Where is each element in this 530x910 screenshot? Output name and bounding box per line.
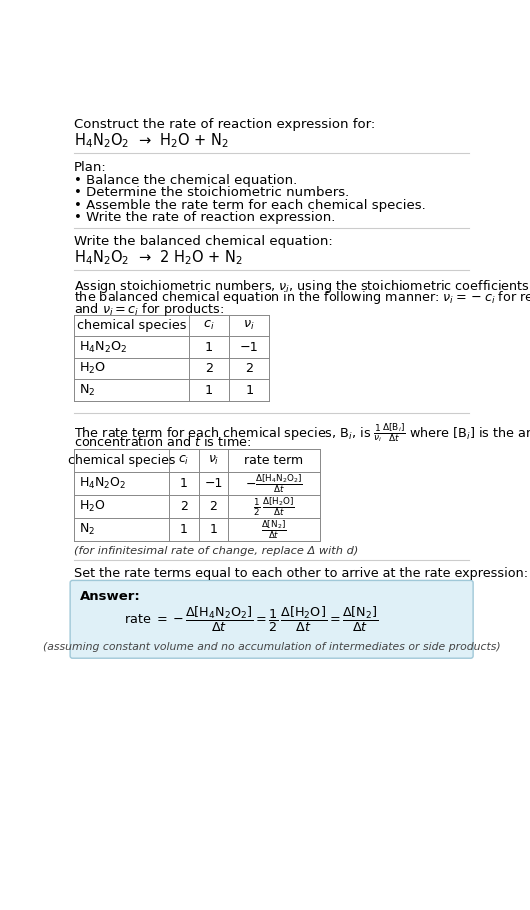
Text: 2: 2 — [180, 500, 188, 513]
Text: rate $= -\dfrac{\Delta[\mathrm{H_4N_2O_2}]}{\Delta t} = \dfrac{1}{2}\,\dfrac{\De: rate $= -\dfrac{\Delta[\mathrm{H_4N_2O_2… — [125, 605, 379, 634]
Text: $c_i$: $c_i$ — [179, 454, 190, 467]
Text: 1: 1 — [180, 523, 188, 536]
Text: $\frac{1}{2}\,\frac{\Delta[\mathrm{H_2O}]}{\Delta t}$: $\frac{1}{2}\,\frac{\Delta[\mathrm{H_2O}… — [253, 495, 295, 518]
Text: Assign stoichiometric numbers, $\nu_i$, using the stoichiometric coefficients, $: Assign stoichiometric numbers, $\nu_i$, … — [74, 278, 530, 295]
FancyBboxPatch shape — [70, 581, 473, 658]
Text: 1: 1 — [209, 523, 217, 536]
Text: 1: 1 — [180, 477, 188, 490]
Text: 2: 2 — [209, 500, 217, 513]
Text: $\frac{\Delta[\mathrm{N_2}]}{\Delta t}$: $\frac{\Delta[\mathrm{N_2}]}{\Delta t}$ — [261, 519, 287, 541]
Text: H$_4$N$_2$O$_2$  →  2 H$_2$O + N$_2$: H$_4$N$_2$O$_2$ → 2 H$_2$O + N$_2$ — [74, 248, 243, 268]
Text: 1: 1 — [205, 340, 213, 354]
Text: N$_2$: N$_2$ — [80, 522, 95, 537]
Text: • Determine the stoichiometric numbers.: • Determine the stoichiometric numbers. — [74, 187, 349, 199]
Text: $\nu_i$: $\nu_i$ — [243, 319, 255, 332]
Text: (for infinitesimal rate of change, replace Δ with d): (for infinitesimal rate of change, repla… — [74, 546, 358, 556]
Text: • Assemble the rate term for each chemical species.: • Assemble the rate term for each chemic… — [74, 198, 426, 211]
Text: −1: −1 — [204, 477, 223, 490]
Text: Write the balanced chemical equation:: Write the balanced chemical equation: — [74, 236, 333, 248]
Text: 1: 1 — [205, 384, 213, 397]
Text: $-\frac{\Delta[\mathrm{H_4N_2O_2}]}{\Delta t}$: $-\frac{\Delta[\mathrm{H_4N_2O_2}]}{\Del… — [245, 472, 303, 495]
Text: H$_4$N$_2$O$_2$: H$_4$N$_2$O$_2$ — [80, 339, 128, 355]
Text: Plan:: Plan: — [74, 161, 107, 174]
Text: chemical species: chemical species — [77, 319, 186, 332]
Text: chemical species: chemical species — [68, 454, 175, 467]
Text: N$_2$: N$_2$ — [80, 383, 96, 398]
Text: H$_4$N$_2$O$_2$: H$_4$N$_2$O$_2$ — [80, 476, 127, 491]
Text: the balanced chemical equation in the following manner: $\nu_i = -c_i$ for react: the balanced chemical equation in the fo… — [74, 289, 530, 307]
Text: • Balance the chemical equation.: • Balance the chemical equation. — [74, 174, 297, 187]
Text: $\nu_i$: $\nu_i$ — [208, 454, 219, 467]
Text: and $\nu_i = c_i$ for products:: and $\nu_i = c_i$ for products: — [74, 301, 224, 318]
Text: Construct the rate of reaction expression for:: Construct the rate of reaction expressio… — [74, 118, 375, 131]
Text: (assuming constant volume and no accumulation of intermediates or side products): (assuming constant volume and no accumul… — [43, 642, 500, 652]
Text: H$_2$O: H$_2$O — [80, 499, 106, 514]
Text: concentration and $t$ is time:: concentration and $t$ is time: — [74, 435, 251, 449]
Text: H$_4$N$_2$O$_2$  →  H$_2$O + N$_2$: H$_4$N$_2$O$_2$ → H$_2$O + N$_2$ — [74, 132, 229, 150]
Text: Answer:: Answer: — [80, 591, 141, 603]
Text: • Write the rate of reaction expression.: • Write the rate of reaction expression. — [74, 211, 335, 224]
Text: Set the rate terms equal to each other to arrive at the rate expression:: Set the rate terms equal to each other t… — [74, 567, 528, 581]
Text: $c_i$: $c_i$ — [203, 319, 215, 332]
Text: H$_2$O: H$_2$O — [80, 361, 107, 376]
Text: The rate term for each chemical species, B$_i$, is $\frac{1}{\nu_i}\frac{\Delta[: The rate term for each chemical species,… — [74, 421, 530, 444]
Text: 1: 1 — [245, 384, 253, 397]
Text: −1: −1 — [240, 340, 259, 354]
Text: 2: 2 — [205, 362, 213, 375]
Text: 2: 2 — [245, 362, 253, 375]
Text: rate term: rate term — [244, 454, 304, 467]
